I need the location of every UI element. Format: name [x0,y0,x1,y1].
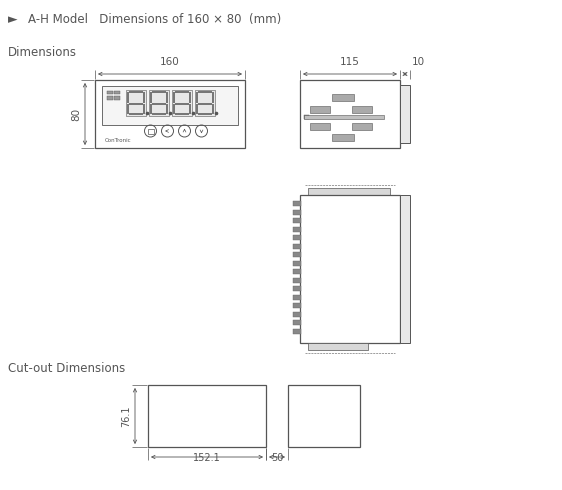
Text: ►: ► [8,13,17,26]
Bar [293,312,301,317]
Bar [310,123,330,130]
Bar [293,303,301,308]
Bar [400,195,410,343]
Bar [147,128,153,133]
Bar [304,115,384,119]
Bar [293,286,301,291]
Bar [95,80,245,148]
Bar [293,261,301,266]
Bar [300,195,400,343]
Bar [126,90,146,116]
Bar [107,91,112,95]
Bar [148,385,266,447]
Bar [107,96,112,99]
Bar [114,91,120,95]
Bar [293,235,301,240]
Text: Dimensions: Dimensions [8,46,77,59]
Bar [102,86,238,125]
Bar [308,188,390,195]
Text: 152.1: 152.1 [193,453,221,463]
Text: 50: 50 [271,453,283,463]
Bar [352,123,372,130]
Bar [332,94,354,101]
Bar [149,90,169,116]
Text: 160: 160 [160,57,180,67]
Text: 115: 115 [340,57,360,67]
Bar [293,218,301,223]
Bar [195,90,215,116]
Text: 80: 80 [71,107,81,121]
Bar [293,252,301,257]
Bar [293,201,301,206]
Bar [293,269,301,274]
Bar [172,90,192,116]
Text: Cut-out Dimensions: Cut-out Dimensions [8,362,125,375]
Bar [304,115,309,119]
Bar [293,277,301,283]
Text: 76.1: 76.1 [121,405,131,427]
Bar [332,134,354,141]
Bar [293,320,301,325]
Bar [300,80,400,148]
Bar [293,294,301,299]
Bar [308,343,368,350]
Bar [293,210,301,215]
Text: A-H Model   Dimensions of 160 × 80  (mm): A-H Model Dimensions of 160 × 80 (mm) [28,13,281,26]
Bar [310,106,330,113]
Text: ConTronic: ConTronic [105,138,132,143]
Text: 10: 10 [411,57,424,67]
Bar [352,106,372,113]
Bar [293,226,301,231]
Bar [400,85,410,143]
Bar [293,328,301,334]
Bar [293,244,301,248]
Bar [288,385,360,447]
Bar [114,96,120,99]
